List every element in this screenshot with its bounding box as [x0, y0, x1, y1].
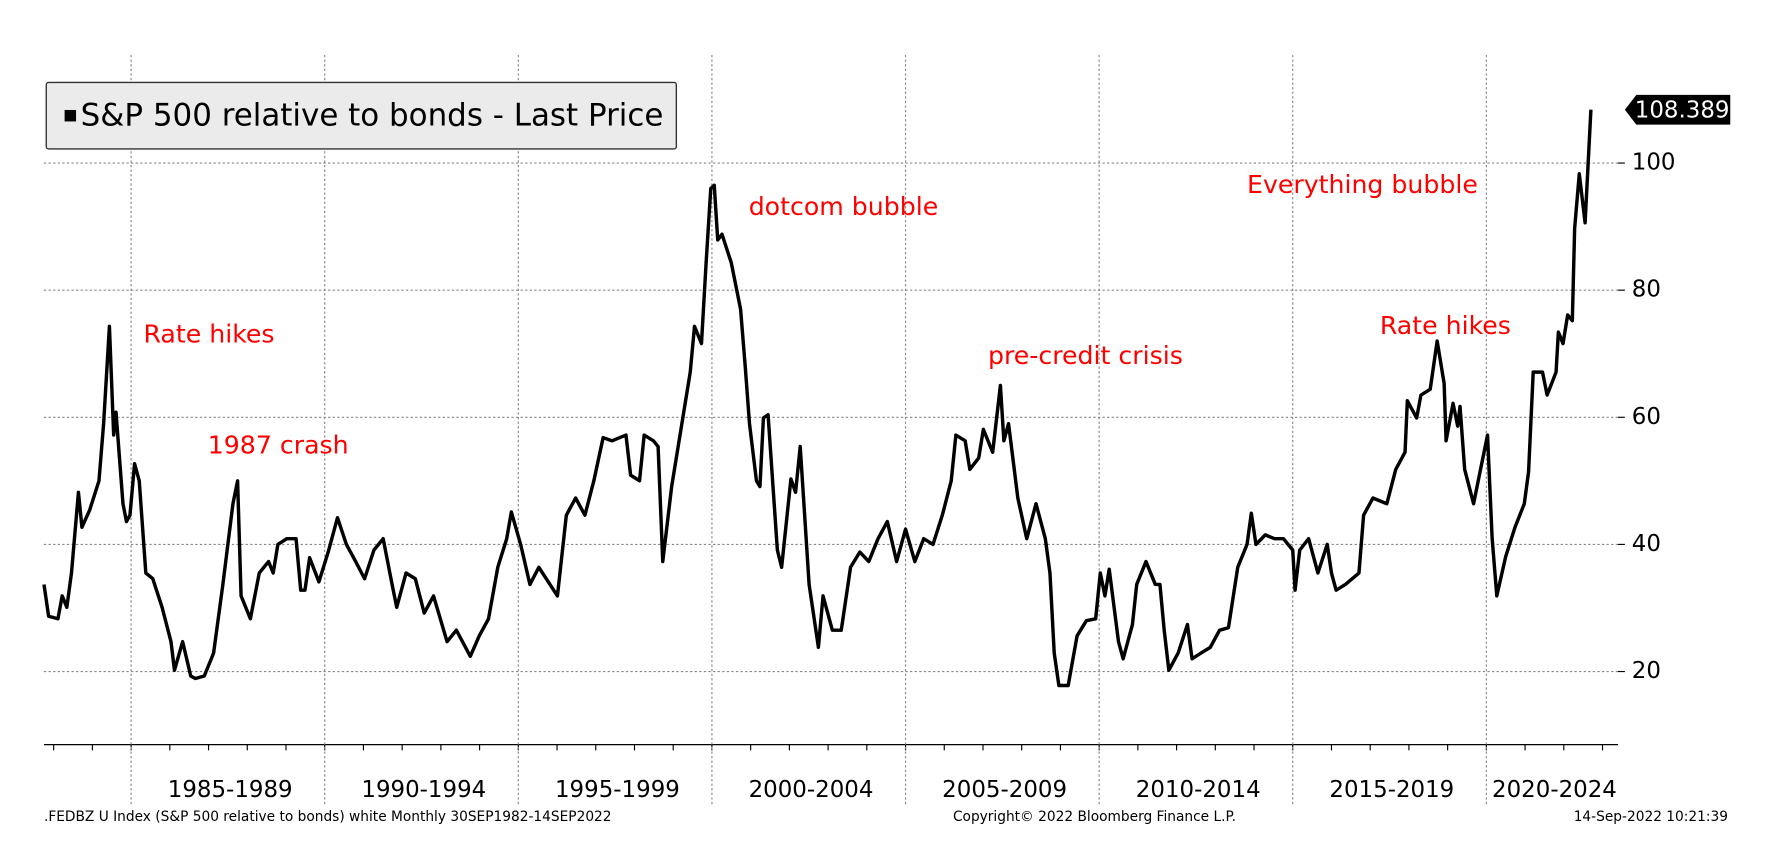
annotation: pre-credit crisis: [988, 341, 1183, 370]
annotation: Rate hikes: [1380, 311, 1511, 340]
y-tick-label: 60: [1632, 404, 1661, 430]
y-tick-label: 80: [1632, 277, 1661, 303]
legend-label: S&P 500 relative to bonds - Last Price: [81, 97, 664, 133]
footer-center: Copyright© 2022 Bloomberg Finance L.P.: [953, 809, 1236, 825]
x-tick-label: 2015-2019: [1329, 777, 1454, 803]
data-line: [42, 109, 1593, 688]
legend-swatch: [64, 109, 77, 122]
annotation: Everything bubble: [1247, 170, 1478, 199]
last-price-label: 108.389: [1635, 97, 1730, 123]
legend-box: [45, 81, 678, 150]
legend: S&P 500 relative to bonds - Last Price: [45, 81, 678, 150]
y-tick-label: 20: [1632, 658, 1661, 684]
footer-right: 14-Sep-2022 10:21:39: [1574, 809, 1728, 825]
y-tick-label: 100: [1632, 150, 1676, 176]
footer-left: .FEDBZ U Index (S&P 500 relative to bond…: [44, 809, 612, 825]
x-tick-label: 1985-1989: [168, 777, 293, 803]
annotation: Rate hikes: [143, 319, 274, 348]
x-tick-label: 2010-2014: [1136, 777, 1261, 803]
last-price-tag: [1624, 94, 1731, 125]
y-tick-label: 40: [1632, 531, 1661, 557]
annotation: dotcom bubble: [749, 192, 939, 221]
x-tick-label: 1990-1994: [361, 777, 486, 803]
x-tick-label: 2005-2009: [942, 777, 1067, 803]
x-tick-label: 1995-1999: [555, 777, 680, 803]
x-tick-label: 2000-2004: [749, 777, 874, 803]
annotation: 1987 crash: [208, 431, 349, 460]
x-tick-label: 2020-2024: [1492, 777, 1617, 803]
